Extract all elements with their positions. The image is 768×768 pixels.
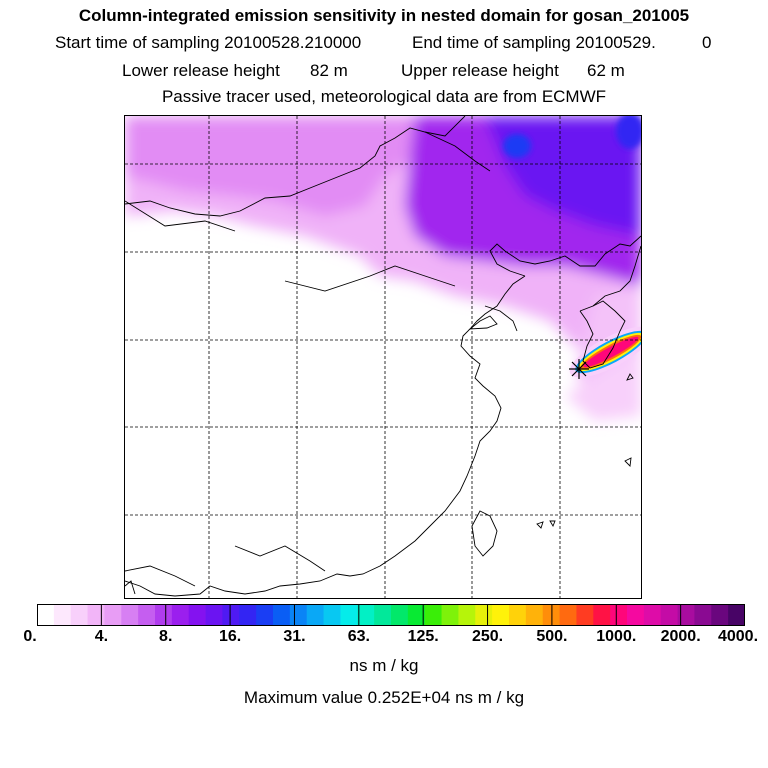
colorbar-cell bbox=[458, 604, 476, 626]
colorbar-cell bbox=[87, 604, 105, 626]
colorbar-tick-label: 4. bbox=[94, 628, 109, 645]
start-time-label: Start time of sampling 20100528.210000 bbox=[55, 33, 362, 52]
subtitle: Passive tracer used, meteorological data… bbox=[161, 87, 607, 106]
colorbar-cell bbox=[374, 604, 392, 626]
upper-height-value: 62 m bbox=[587, 61, 625, 80]
colorbar-cell bbox=[711, 604, 729, 626]
colorbar-tick-label: 1000. bbox=[596, 628, 637, 645]
colorbar-tick-label: 63. bbox=[347, 628, 370, 645]
colorbar-tick-label: 31. bbox=[283, 628, 306, 645]
colorbar-cell bbox=[205, 604, 223, 626]
colorbar-cell bbox=[576, 604, 594, 626]
colorbar-cell bbox=[188, 604, 206, 626]
colorbar-cell bbox=[104, 604, 122, 626]
plot-title: Column-integrated emission sensitivity i… bbox=[78, 6, 690, 25]
colorbar-cell bbox=[53, 604, 72, 626]
colorbar-units: ns m / kg bbox=[349, 656, 419, 675]
colorbar-cell bbox=[121, 604, 139, 626]
maximum-value-label: Maximum value 0.252E+04 ns m / kg bbox=[243, 688, 525, 707]
colorbar-cell bbox=[677, 604, 695, 626]
colorbar-border bbox=[37, 604, 745, 626]
colorbar-ticks: 0. 4. 8. 16. 31. 63. 125. 250. 500. 1000. 2000. 400… bbox=[0, 628, 768, 650]
upper-height-label: Upper release height bbox=[401, 61, 559, 80]
colorbar-cell bbox=[441, 604, 459, 626]
colorbar-cell bbox=[323, 604, 341, 626]
colorbar-tick-label: 2000. bbox=[660, 628, 701, 645]
colorbar-cell bbox=[407, 604, 426, 626]
coastlines bbox=[125, 116, 641, 597]
colorbar-tick-label: 250. bbox=[471, 628, 504, 645]
lower-height-value: 82 m bbox=[310, 61, 348, 80]
colorbar-cell bbox=[627, 604, 645, 626]
colorbar-cell bbox=[289, 604, 308, 626]
colorbar-cell bbox=[610, 604, 628, 626]
colorbar-cell bbox=[357, 604, 375, 626]
colorbar-tick-label: 8. bbox=[159, 628, 173, 645]
end-time-label: End time of sampling 20100529. bbox=[412, 33, 656, 52]
colorbar-cell bbox=[728, 604, 745, 626]
colorbar-cell bbox=[340, 604, 358, 626]
colorbar-tick-label: 4000. bbox=[717, 628, 759, 645]
colorbar-cell bbox=[306, 604, 324, 626]
colorbar-cell bbox=[239, 604, 257, 626]
colorbar bbox=[37, 604, 745, 626]
end-time-suffix: 0 bbox=[702, 33, 712, 52]
colorbar-cell bbox=[424, 604, 442, 626]
colorbar-cell bbox=[273, 604, 291, 626]
lower-height-label: Lower release height bbox=[122, 61, 280, 80]
colorbar-cell bbox=[391, 604, 409, 626]
map-svg bbox=[125, 116, 641, 598]
colorbar-cell bbox=[660, 604, 678, 626]
colorbar-cell bbox=[525, 604, 544, 626]
colorbar-cell bbox=[138, 604, 156, 626]
colorbar-cell bbox=[542, 604, 560, 626]
colorbar-cell bbox=[509, 604, 527, 626]
colorbar-cell bbox=[593, 604, 611, 626]
colorbar-tick-label: 16. bbox=[218, 628, 242, 645]
receptor-marker-icon bbox=[569, 359, 589, 379]
colorbar-cell bbox=[492, 604, 510, 626]
colorbar-cell bbox=[256, 604, 274, 626]
colorbar-cell bbox=[37, 604, 55, 626]
colorbar-cell bbox=[155, 604, 173, 626]
sensitivity-field bbox=[125, 116, 641, 421]
colorbar-cell bbox=[475, 604, 493, 626]
colorbar-tick-label: 0. bbox=[23, 628, 37, 645]
lat-lon-grid bbox=[125, 116, 641, 598]
colorbar-tick-label: 500. bbox=[536, 628, 568, 645]
colorbar-cell bbox=[643, 604, 662, 626]
colorbar-cell bbox=[222, 604, 240, 626]
colorbar-cell bbox=[694, 604, 712, 626]
colorbar-tick-label: 125. bbox=[407, 628, 439, 645]
colorbar-cell bbox=[559, 604, 577, 626]
colorbar-cell bbox=[171, 604, 190, 626]
colorbar-cell bbox=[70, 604, 88, 626]
map-panel bbox=[124, 115, 642, 599]
